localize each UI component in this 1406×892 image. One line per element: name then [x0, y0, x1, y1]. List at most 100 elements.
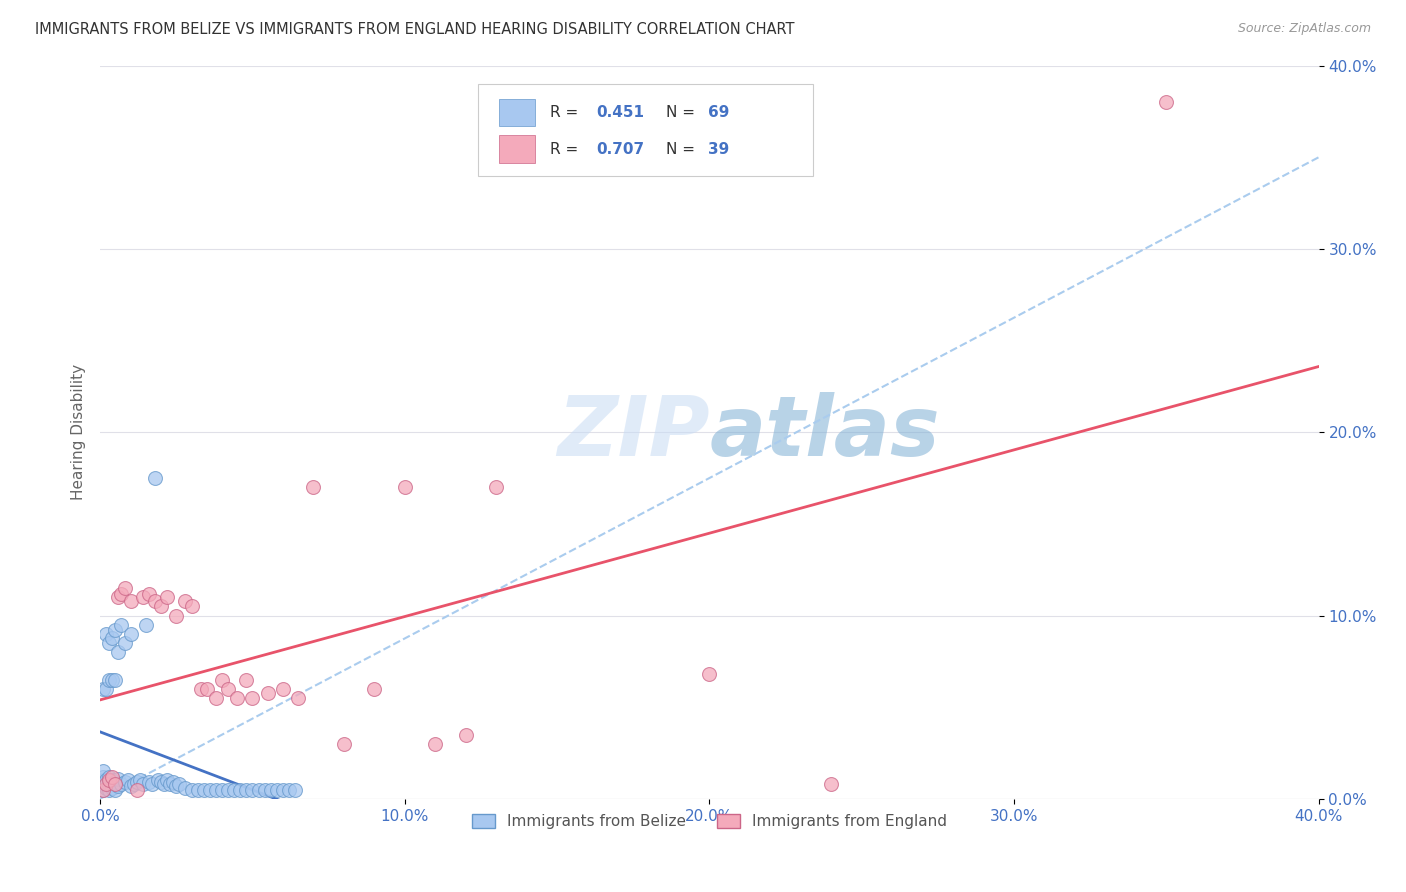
Point	[150, 775, 173, 789]
Point	[120, 594, 142, 608]
Point	[235, 782, 257, 797]
Point	[96, 777, 118, 791]
Point	[98, 673, 121, 687]
Point	[190, 681, 212, 696]
Point	[138, 775, 160, 789]
Point	[91, 770, 114, 784]
Point	[104, 775, 127, 789]
Text: atlas: atlas	[710, 392, 941, 473]
Point	[101, 780, 124, 795]
Point	[271, 782, 294, 797]
Point	[96, 777, 118, 791]
Point	[226, 691, 249, 706]
Point	[302, 480, 325, 494]
Point	[235, 673, 257, 687]
Point	[193, 782, 215, 797]
FancyBboxPatch shape	[499, 99, 536, 127]
Point	[217, 782, 239, 797]
Point	[180, 782, 202, 797]
Point	[187, 782, 209, 797]
Point	[91, 764, 114, 779]
Text: N =: N =	[665, 142, 699, 157]
Point	[278, 782, 301, 797]
Point	[247, 782, 270, 797]
Point	[143, 471, 166, 485]
Point	[125, 775, 148, 789]
Point	[120, 779, 142, 793]
Point	[110, 586, 132, 600]
Point	[363, 681, 385, 696]
Text: R =: R =	[550, 142, 583, 157]
Point	[98, 773, 121, 788]
Point	[820, 777, 842, 791]
Point	[141, 777, 163, 791]
Point	[156, 773, 179, 788]
Point	[229, 782, 252, 797]
Point	[205, 782, 228, 797]
Point	[284, 782, 307, 797]
Point	[169, 777, 191, 791]
Point	[224, 782, 246, 797]
Point	[91, 777, 114, 791]
Text: N =: N =	[665, 105, 699, 120]
Point	[96, 681, 118, 696]
Point	[96, 627, 118, 641]
Point	[146, 773, 169, 788]
Point	[211, 673, 233, 687]
Point	[110, 777, 132, 791]
Point	[699, 667, 721, 681]
Point	[211, 782, 233, 797]
Y-axis label: Hearing Disability: Hearing Disability	[72, 364, 86, 500]
Point	[174, 780, 197, 795]
Point	[174, 594, 197, 608]
Point	[425, 737, 447, 751]
Point	[114, 581, 136, 595]
Point	[260, 782, 283, 797]
Point	[91, 782, 114, 797]
Point	[333, 737, 356, 751]
Point	[91, 681, 114, 696]
Point	[98, 782, 121, 797]
Point	[101, 773, 124, 788]
Point	[96, 780, 118, 795]
Point	[485, 480, 508, 494]
Point	[153, 777, 176, 791]
Point	[266, 782, 288, 797]
Text: R =: R =	[550, 105, 583, 120]
Text: 39: 39	[709, 142, 730, 157]
Point	[110, 617, 132, 632]
Point	[98, 636, 121, 650]
Point	[91, 782, 114, 797]
Point	[165, 608, 187, 623]
Point	[101, 770, 124, 784]
Point	[242, 691, 264, 706]
Point	[114, 636, 136, 650]
Point	[159, 777, 181, 791]
Point	[287, 691, 309, 706]
Point	[104, 782, 127, 797]
Point	[156, 590, 179, 604]
Point	[120, 627, 142, 641]
Point	[117, 773, 139, 788]
Point	[107, 779, 129, 793]
Point	[91, 773, 114, 788]
Point	[271, 681, 294, 696]
Point	[180, 599, 202, 614]
Point	[205, 691, 228, 706]
Text: IMMIGRANTS FROM BELIZE VS IMMIGRANTS FROM ENGLAND HEARING DISABILITY CORRELATION: IMMIGRANTS FROM BELIZE VS IMMIGRANTS FRO…	[35, 22, 794, 37]
Point	[256, 685, 278, 699]
Point	[114, 775, 136, 789]
Point	[138, 586, 160, 600]
Point	[125, 782, 148, 797]
Text: Source: ZipAtlas.com: Source: ZipAtlas.com	[1237, 22, 1371, 36]
Point	[107, 590, 129, 604]
Point	[217, 681, 239, 696]
Point	[195, 681, 218, 696]
Legend: Immigrants from Belize, Immigrants from England: Immigrants from Belize, Immigrants from …	[465, 808, 953, 835]
Point	[122, 777, 145, 791]
Point	[198, 782, 221, 797]
Point	[1156, 95, 1178, 110]
Point	[150, 599, 173, 614]
Text: 0.707: 0.707	[596, 142, 644, 157]
Point	[128, 773, 150, 788]
